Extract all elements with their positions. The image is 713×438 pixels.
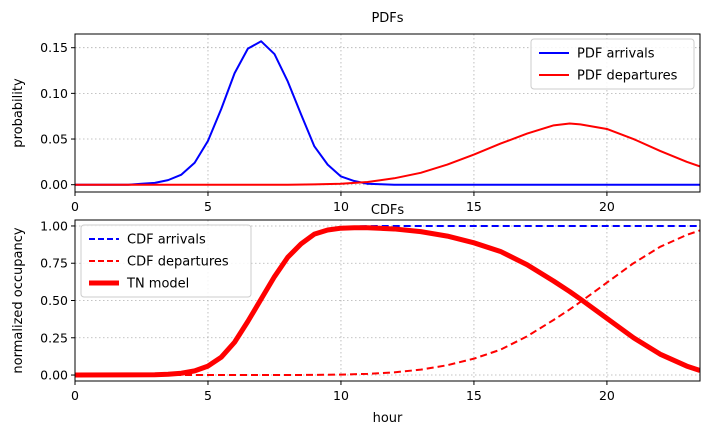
series-line-pdf-departures xyxy=(75,122,700,186)
x-tick-label: 5 xyxy=(204,388,212,403)
y-tick-label: 0.75 xyxy=(40,256,68,271)
y-tick-label: 0.50 xyxy=(40,293,68,308)
axes-frame xyxy=(74,33,701,193)
x-tick-label: 0 xyxy=(71,199,79,214)
y-tick-label: 0.00 xyxy=(40,177,68,192)
y-axis-label: probability xyxy=(11,78,26,148)
legend-label: CDF arrivals xyxy=(127,233,206,248)
x-tick-label: 0 xyxy=(71,388,79,403)
legend: PDF arrivals PDF departures xyxy=(530,38,695,90)
y-tick-label: 0.25 xyxy=(40,330,68,345)
series-line-cdf-departures xyxy=(75,229,700,377)
y-tick-label: 0.05 xyxy=(40,132,68,147)
legend-box xyxy=(530,38,695,90)
x-tick-label: 15 xyxy=(466,199,482,214)
series-line-pdf-arrivals xyxy=(75,40,700,186)
legend-box xyxy=(80,224,252,298)
chart-title: CDFs xyxy=(371,203,405,218)
y-tick-label: 0.15 xyxy=(40,40,68,55)
x-axis-label: hour xyxy=(373,411,403,426)
legend-label: PDF arrivals xyxy=(577,47,655,62)
legend-label: TN model xyxy=(126,277,189,292)
x-tick-label: 5 xyxy=(204,199,212,214)
x-tick-label: 10 xyxy=(333,388,349,403)
x-tick-label: 15 xyxy=(466,388,482,403)
y-tick-label: 0.10 xyxy=(40,86,68,101)
series-line-tn-model xyxy=(75,225,700,378)
x-tick-label: 10 xyxy=(333,199,349,214)
x-tick-label: 20 xyxy=(599,199,615,214)
y-tick-label: 0.00 xyxy=(40,368,68,383)
y-axis-label: normalized occupancy xyxy=(11,227,26,373)
chart-cdfs: 0 5 10 15 20 0.00 0.25 0.50 0.75 1.00 CDFs normaliz… xyxy=(11,203,701,426)
x-tick-label: 20 xyxy=(599,388,615,403)
chart-pdfs: 0 5 10 15 20 0.00 0.05 0.10 0.15 PDFs probability P… xyxy=(11,11,701,214)
chart-title: PDFs xyxy=(371,11,403,26)
legend: CDF arrivals CDF departures TN model xyxy=(80,224,252,298)
y-tick-label: 1.00 xyxy=(40,218,68,233)
legend-label: CDF departures xyxy=(127,255,229,270)
legend-label: PDF departures xyxy=(577,69,678,84)
